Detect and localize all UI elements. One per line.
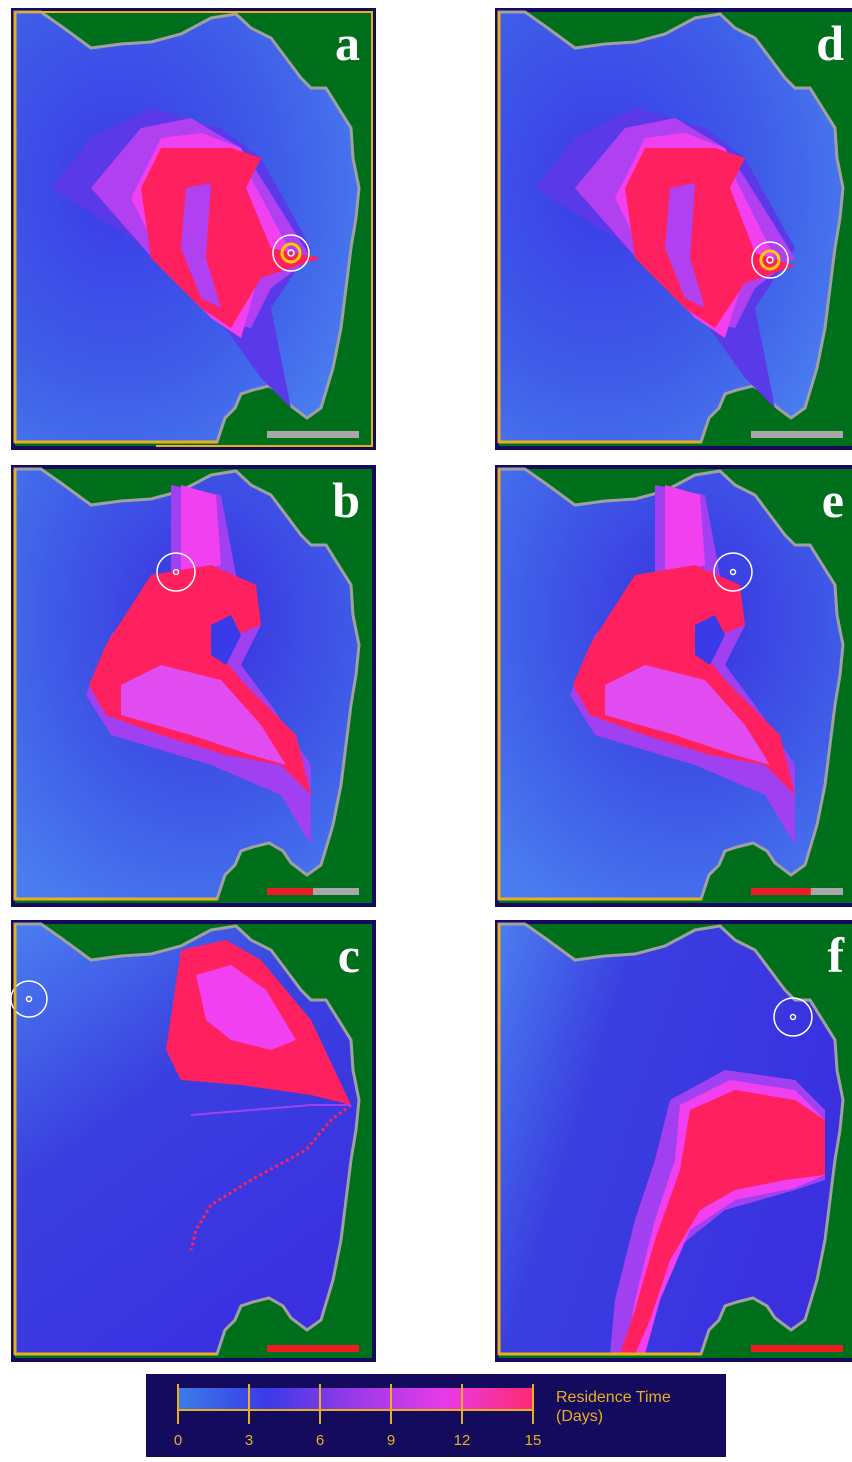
colorbar-gradient <box>177 1384 534 1424</box>
marker-ring <box>773 997 813 1037</box>
time-progress-fill <box>267 888 313 895</box>
marker-ring <box>713 552 753 592</box>
panel-label: a <box>335 15 360 71</box>
colorbar-tick-label: 6 <box>315 1432 325 1449</box>
panel-c: c <box>11 920 376 1362</box>
colorbar-tick-label: 3 <box>244 1432 254 1449</box>
marker-ring <box>751 241 789 279</box>
panel-label: c <box>337 927 360 983</box>
marker-ring <box>156 552 196 592</box>
colorbar-tick-label: 15 <box>524 1432 542 1449</box>
colorbar-title: Residence Time (Days) <box>556 1388 671 1426</box>
residence-map-a <box>11 8 376 450</box>
residence-map-c <box>11 920 376 1362</box>
residence-map-e <box>495 465 852 907</box>
residence-map-b <box>11 465 376 907</box>
colorbar-title-line2: (Days) <box>556 1408 604 1425</box>
panel-d: d <box>495 8 852 450</box>
panel-a: a <box>11 8 376 450</box>
colorbar-title-line1: Residence Time <box>556 1389 671 1406</box>
time-progress-fill <box>751 1345 843 1352</box>
marker-ring <box>272 234 310 272</box>
time-progress-bar <box>267 431 359 438</box>
panel-e: e <box>495 465 852 907</box>
panel-label: e <box>821 472 844 528</box>
time-progress-fill <box>267 1345 359 1352</box>
colorbar-tick-label: 0 <box>173 1432 183 1449</box>
time-progress-fill <box>751 888 811 895</box>
colorbar-tick-label: 12 <box>453 1432 471 1449</box>
panel-f: f <box>495 920 852 1362</box>
residence-map-d <box>495 8 852 450</box>
marker-ring <box>11 980 48 1018</box>
colorbar-tick-label: 9 <box>386 1432 396 1449</box>
panel-label: f <box>827 927 844 983</box>
colorbar: Residence Time (Days) 0 3 6 9 12 15 <box>146 1374 726 1457</box>
residence-map-f <box>495 920 852 1362</box>
panel-label: d <box>816 15 844 71</box>
panel-b: b <box>11 465 376 907</box>
time-progress-bar <box>751 431 843 438</box>
panel-label: b <box>332 472 360 528</box>
